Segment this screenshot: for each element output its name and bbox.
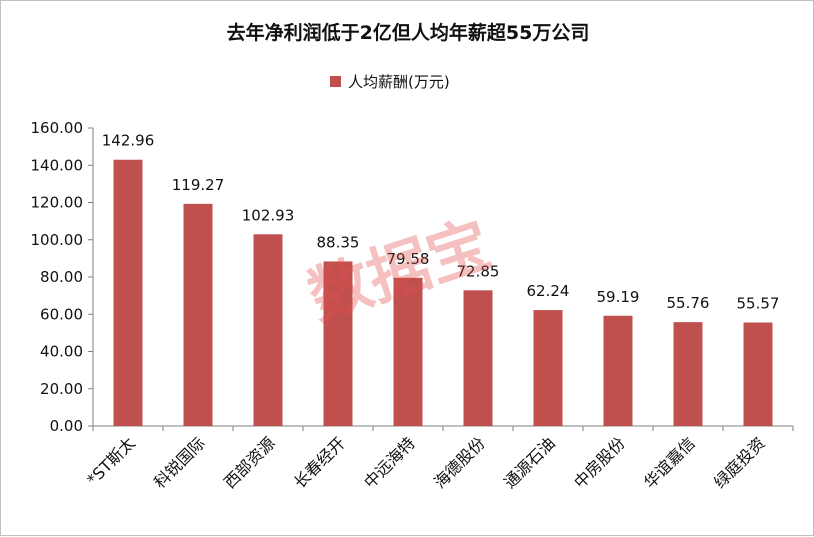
bar bbox=[533, 310, 563, 426]
category-label: *ST斯太 bbox=[83, 433, 139, 489]
bar bbox=[393, 277, 423, 426]
y-tick-label: 40.00 bbox=[40, 343, 83, 361]
legend-swatch bbox=[330, 76, 341, 87]
y-tick-label: 160.00 bbox=[31, 119, 84, 137]
category-labels: *ST斯太 科锐国际 西部资源 长春经开 中远海特 海德股份 通源石油 中房股份 华谊嘉信 绿庭投… bbox=[83, 433, 769, 492]
data-label: 142.96 bbox=[102, 132, 155, 150]
axes: 0.00 20.00 40.00 60.00 80.00 100.00 120.00 140.… bbox=[31, 119, 794, 435]
category-label: 通源石油 bbox=[500, 433, 559, 492]
category-label: 中远海特 bbox=[360, 433, 419, 492]
category-label: 西部资源 bbox=[220, 433, 279, 492]
data-label: 102.93 bbox=[242, 206, 295, 224]
category-label: 绿庭投资 bbox=[710, 433, 769, 492]
bar bbox=[183, 203, 213, 426]
y-tick-label: 0.00 bbox=[50, 417, 83, 435]
bar bbox=[673, 322, 703, 426]
category-label: 科锐国际 bbox=[150, 433, 209, 492]
bars bbox=[113, 159, 773, 426]
data-label: 72.85 bbox=[457, 262, 500, 280]
category-label: 海德股份 bbox=[430, 433, 489, 492]
y-tick-label: 100.00 bbox=[31, 231, 84, 249]
y-tick-label: 140.00 bbox=[31, 156, 84, 174]
bar bbox=[743, 322, 773, 426]
data-label: 88.35 bbox=[317, 233, 360, 251]
data-label: 119.27 bbox=[172, 176, 225, 194]
data-label: 55.57 bbox=[737, 295, 780, 313]
y-tick-label: 60.00 bbox=[40, 305, 83, 323]
y-tick-label: 120.00 bbox=[31, 194, 84, 212]
bar bbox=[253, 234, 283, 426]
data-label: 62.24 bbox=[527, 282, 570, 300]
bar bbox=[463, 290, 493, 426]
bar bbox=[323, 261, 353, 426]
category-label: 中房股份 bbox=[570, 433, 629, 492]
bar bbox=[603, 315, 633, 426]
legend-label: 人均薪酬(万元) bbox=[348, 73, 450, 91]
data-label: 79.58 bbox=[387, 250, 430, 268]
chart-title: 去年净利润低于2亿但人均年薪超55万公司 bbox=[227, 21, 590, 44]
y-tick-label: 20.00 bbox=[40, 380, 83, 398]
category-label: 华谊嘉信 bbox=[640, 433, 699, 492]
data-label: 59.19 bbox=[597, 288, 640, 306]
legend: 人均薪酬(万元) bbox=[330, 73, 450, 91]
y-tick-label: 80.00 bbox=[40, 268, 83, 286]
data-labels: 142.96 119.27 102.93 88.35 79.58 72.85 62.24 59… bbox=[102, 132, 780, 313]
bar bbox=[113, 159, 143, 426]
data-label: 55.76 bbox=[667, 294, 710, 312]
category-label: 长春经开 bbox=[290, 433, 349, 492]
